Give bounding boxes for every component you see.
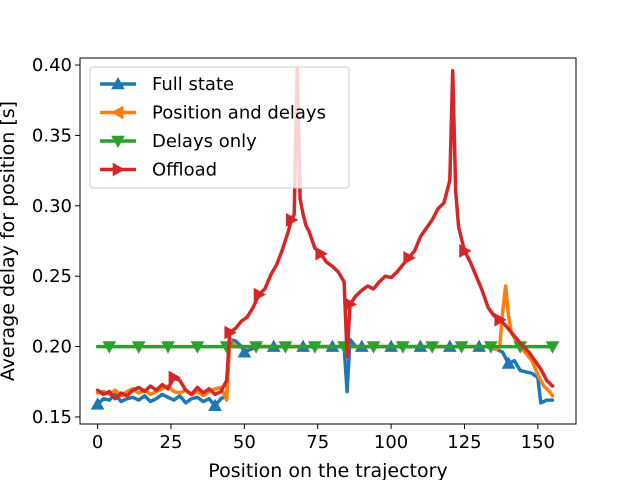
series-marker xyxy=(102,341,117,354)
series-marker xyxy=(307,341,322,354)
legend-label: Delays only xyxy=(152,131,257,152)
x-tick-label: 150 xyxy=(521,432,555,453)
series-marker xyxy=(344,297,358,312)
series-marker xyxy=(403,251,416,265)
x-tick-label: 25 xyxy=(160,432,183,453)
series-marker xyxy=(278,341,293,354)
x-axis: 0 25 50 75 100 125 150 xyxy=(92,424,555,453)
series-marker xyxy=(249,341,263,354)
y-tick-label: 0.15 xyxy=(32,407,72,428)
x-tick-label: 75 xyxy=(306,432,329,453)
x-tick-label: 125 xyxy=(447,432,481,453)
y-tick-label: 0.40 xyxy=(32,55,72,76)
legend-marker xyxy=(110,105,124,120)
legend-marker xyxy=(111,76,125,90)
x-axis-title: Position on the trajectory xyxy=(208,460,447,480)
series-marker xyxy=(90,397,105,410)
series-marker xyxy=(395,341,410,354)
series-marker xyxy=(161,341,175,354)
series-marker xyxy=(454,341,469,354)
legend-entry: Position and delays xyxy=(100,103,326,124)
plot-frame xyxy=(79,57,577,425)
y-tick-label: 0.35 xyxy=(32,125,72,146)
x-tick-label: 0 xyxy=(92,432,103,453)
series-marker xyxy=(494,312,507,327)
series-marker xyxy=(131,341,146,354)
legend-marker xyxy=(111,135,125,149)
legend-box xyxy=(89,66,350,189)
x-tick-label: 100 xyxy=(374,432,408,453)
legend: Full state Position and delays Delays only… xyxy=(89,66,350,189)
series-marker xyxy=(459,244,472,258)
y-axis: 0.15 0.20 0.25 0.30 0.35 0.40 xyxy=(32,55,80,428)
series-marker xyxy=(208,398,222,411)
series-marker xyxy=(190,341,205,354)
series-marker xyxy=(315,246,328,261)
legend-label: Offload xyxy=(152,160,217,181)
series-marker xyxy=(545,341,560,354)
series-marker xyxy=(366,341,381,354)
y-axis-title: Average delay for position [s] xyxy=(0,101,19,381)
series-marker xyxy=(168,370,181,385)
series-line xyxy=(95,67,555,401)
y-tick-label: 0.20 xyxy=(32,337,72,358)
series-marker xyxy=(425,341,440,354)
legend-entry: Full state xyxy=(100,74,234,95)
series-marker xyxy=(253,287,267,302)
series-3 xyxy=(95,67,555,401)
legend-marker xyxy=(112,162,126,177)
series-marker xyxy=(237,345,252,358)
legend-label: Position and delays xyxy=(152,103,326,124)
legend-entry: Delays only xyxy=(100,131,257,152)
x-tick-label: 50 xyxy=(233,432,256,453)
series-marker xyxy=(224,325,237,340)
series-marker xyxy=(286,213,299,227)
legend-label: Full state xyxy=(152,74,234,95)
legend-entry: Offload xyxy=(100,160,217,181)
series-marker xyxy=(484,341,498,354)
y-tick-label: 0.25 xyxy=(32,266,72,287)
y-tick-label: 0.30 xyxy=(32,196,72,217)
series-layer xyxy=(90,67,560,411)
series-marker xyxy=(501,356,516,369)
